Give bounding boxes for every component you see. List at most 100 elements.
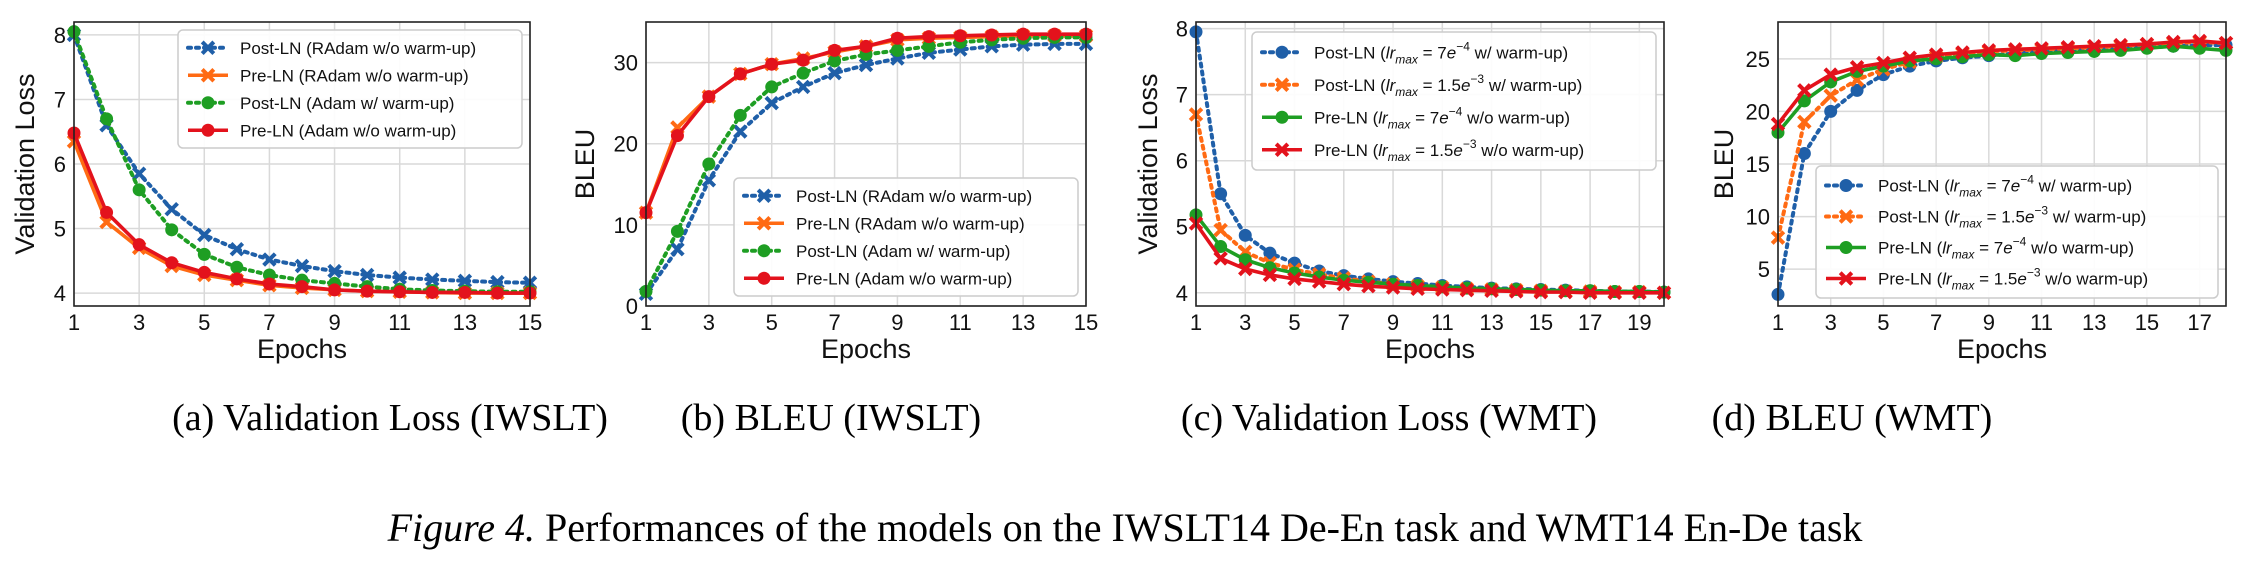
data-point xyxy=(1048,27,1062,41)
legend-label-part: w/o warm-up) xyxy=(1477,141,1585,160)
data-point xyxy=(890,31,904,45)
data-point xyxy=(985,28,999,42)
legend-label-part: = 7 xyxy=(1982,177,2011,196)
x-tick-label: 1 xyxy=(640,310,652,335)
data-point xyxy=(670,241,685,257)
legend-label-part: lr xyxy=(1942,270,1953,289)
legend-label-part: Pre-LN ( xyxy=(1314,108,1379,127)
data-point xyxy=(165,223,179,237)
data-point xyxy=(953,29,967,43)
data-point xyxy=(733,67,747,81)
data-point xyxy=(1797,114,1812,130)
data-point xyxy=(294,258,310,274)
x-tick-label: 3 xyxy=(703,310,715,335)
data-point xyxy=(764,95,779,111)
data-point xyxy=(197,265,211,279)
y-tick-label: 4 xyxy=(1176,281,1188,306)
legend-label-part: lr xyxy=(1386,43,1397,62)
x-tick-label: 15 xyxy=(1529,310,1553,335)
x-tick-label: 7 xyxy=(828,310,840,335)
data-point xyxy=(2060,40,2076,55)
data-point xyxy=(1797,94,1811,108)
data-point xyxy=(1336,276,1352,292)
legend-label-part: w/ warm-up) xyxy=(2048,208,2146,227)
legend-label-part: w/ warm-up) xyxy=(1470,43,1568,62)
x-tick-label: 15 xyxy=(2135,310,2159,335)
x-tick-label: 15 xyxy=(518,310,542,335)
data-point xyxy=(1824,104,1838,118)
y-tick-label: 20 xyxy=(1746,99,1770,124)
data-point xyxy=(1632,285,1647,301)
legend-label-part: Post-LN ( xyxy=(1314,76,1386,95)
data-point xyxy=(858,57,874,73)
data-point xyxy=(1797,83,1812,98)
data-point xyxy=(1508,284,1524,299)
data-point xyxy=(392,270,407,285)
x-tick-label: 11 xyxy=(949,310,972,335)
legend-label-part: = 1.5 xyxy=(1982,208,2025,227)
data-point xyxy=(2007,42,2023,57)
legend-label-part: −4 xyxy=(1456,39,1470,53)
legend-label-part: Pre-LN ( xyxy=(1878,270,1943,289)
data-point xyxy=(1238,261,1253,277)
legend: Post-LN (RAdam w/o warm-up) Pre-LN (RAdam… xyxy=(177,29,523,149)
y-tick-label: 20 xyxy=(614,132,638,157)
data-point xyxy=(1823,88,1838,103)
legend-label-part: max xyxy=(1952,248,1976,262)
legend-label-part: e xyxy=(1461,76,1470,95)
legend-label: Post-LN (lrmax = 7e−4 w/ warm-up) xyxy=(1878,173,2132,200)
y-tick-label: 10 xyxy=(1746,205,1770,230)
plot-frame xyxy=(1195,21,1665,307)
y-tick-label: 5 xyxy=(1758,257,1770,282)
legend-label-part: lr xyxy=(1950,177,1961,196)
legend-label: Post-LN (lrmax = 1.5e−3 w/ warm-up) xyxy=(1314,72,1582,99)
data-point xyxy=(262,268,276,282)
figure-label: Figure 4. xyxy=(387,505,535,550)
legend-label-part: Pre-LN ( xyxy=(1878,239,1943,258)
y-tick-label: 6 xyxy=(54,152,66,177)
legend-label-part: max xyxy=(1395,85,1419,99)
data-point xyxy=(229,241,245,257)
x-tick-label: 9 xyxy=(891,310,903,335)
y-axis-label: BLEU xyxy=(570,129,600,200)
data-point xyxy=(1902,50,1917,65)
y-tick-label: 8 xyxy=(1176,17,1188,42)
data-point xyxy=(828,43,842,57)
data-point xyxy=(328,283,342,297)
legend-marker xyxy=(1275,45,1289,59)
legend: Post-LN (RAdam w/o warm-up) Pre-LN (RAdam… xyxy=(733,177,1079,297)
legend-label-part: −4 xyxy=(2013,235,2027,249)
data-point xyxy=(1876,55,1891,71)
legend-marker xyxy=(1838,209,1854,224)
y-tick-label: 30 xyxy=(614,51,638,76)
data-point xyxy=(1981,43,1997,58)
data-point xyxy=(1361,278,1376,294)
x-tick-label: 11 xyxy=(1431,310,1454,335)
data-point xyxy=(132,183,146,197)
data-point xyxy=(197,247,211,261)
data-point xyxy=(2113,37,2128,53)
x-tick-label: 13 xyxy=(1479,310,1503,335)
legend-label-part: max xyxy=(1952,279,1976,293)
legend-label: Pre-LN (Adam w/o warm-up) xyxy=(240,121,456,140)
legend-label-part: w/ warm-up) xyxy=(2034,177,2132,196)
y-tick-label: 15 xyxy=(1746,152,1770,177)
legend-label-part: = 7 xyxy=(1410,108,1439,127)
legend-label-part: = 1.5 xyxy=(1410,141,1453,160)
data-point xyxy=(765,57,779,71)
y-tick-label: 5 xyxy=(54,217,66,242)
data-point xyxy=(1533,284,1549,300)
legend-label-part: lr xyxy=(1378,108,1389,127)
legend-label-part: Post-LN ( xyxy=(1878,208,1950,227)
y-tick-label: 7 xyxy=(54,87,66,112)
data-point xyxy=(1410,281,1425,297)
legend-label-part: e xyxy=(2003,239,2012,258)
data-point xyxy=(670,224,684,238)
legend-label-part: −4 xyxy=(1449,104,1463,118)
legend-label-part: = 7 xyxy=(1418,43,1447,62)
x-tick-label: 1 xyxy=(1190,310,1202,335)
legend-label-part: lr xyxy=(1950,208,1961,227)
data-point xyxy=(1849,60,1865,75)
data-point xyxy=(2166,34,2181,50)
